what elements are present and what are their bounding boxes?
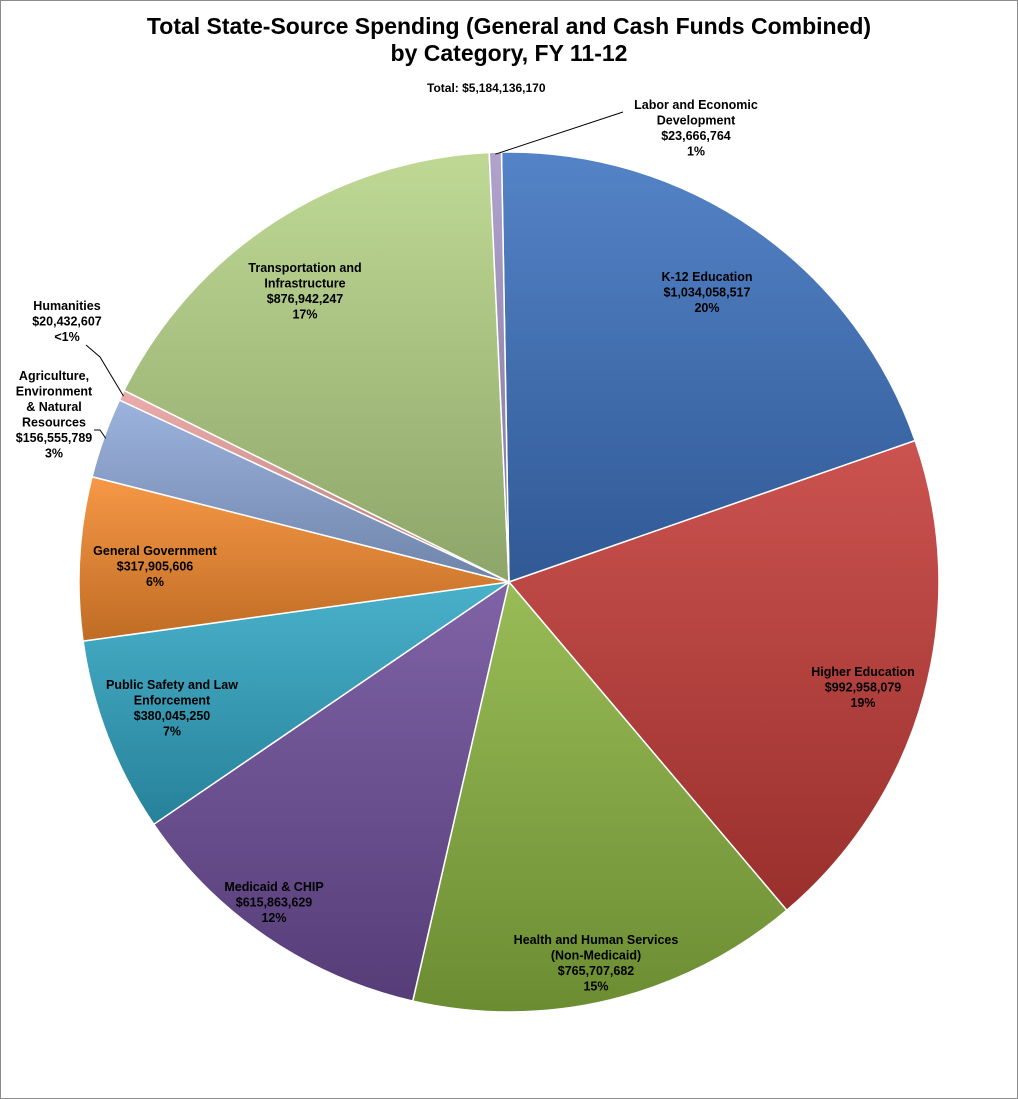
slice-label-agriculture-environment-natural-resources: Agriculture, Environment & Natural Resource… [16,369,93,461]
total-label: Total: $5,184,136,170 [427,81,546,95]
pie-slice-public-safety-and-law-enforcement [82,581,510,826]
slice-label-k-12-education: K-12 Education $1,034,058,517 20% [662,270,753,315]
slice-label-transportation-and-infrastructure: Transportation and Infrastructure $876,942… [248,261,361,322]
slice-label-health-and-human-services-non-medicaid: Health and Human Services (Non-Medicaid) $… [514,933,679,994]
leader-line-humanities [85,344,124,397]
pie-slice-health-and-human-services-non-medicaid [412,581,788,1013]
pie-slice-higher-education [508,439,940,911]
pie-slices [78,151,940,1013]
slice-label-labor-and-economic-development: Labor and Economic Development $23,666,764… [634,98,758,159]
pie-slice-transportation-and-infrastructure [123,151,510,583]
slice-label-higher-education: Higher Education $992,958,079 19% [811,665,914,710]
pie-slice-general-government [78,475,510,642]
slice-labels: K-12 Education $1,034,058,517 20% Higher Ed… [16,98,915,994]
slice-label-medicaid-chip: Medicaid & CHIP $615,863,629 12% [224,880,323,925]
slice-label-humanities: Humanities $20,432,607 <1% [32,299,102,344]
slice-label-public-safety-and-law-enforcement: Public Safety and Law Enforcement $380,045… [106,678,238,739]
pie-slice-k-12-education [500,151,916,583]
slice-label-general-government: General Government $317,905,606 6% [93,544,217,589]
leader-lines [85,111,624,439]
leader-line-agriculture-environment-natural-resources [94,429,107,439]
pie-slice-medicaid-chip [153,581,510,1002]
leader-line-labor-and-economic-development [495,111,624,155]
chart-subtitle: by Category, FY 11-12 [390,40,628,66]
chart-title: Total State-Source Spending (General and… [146,13,872,39]
